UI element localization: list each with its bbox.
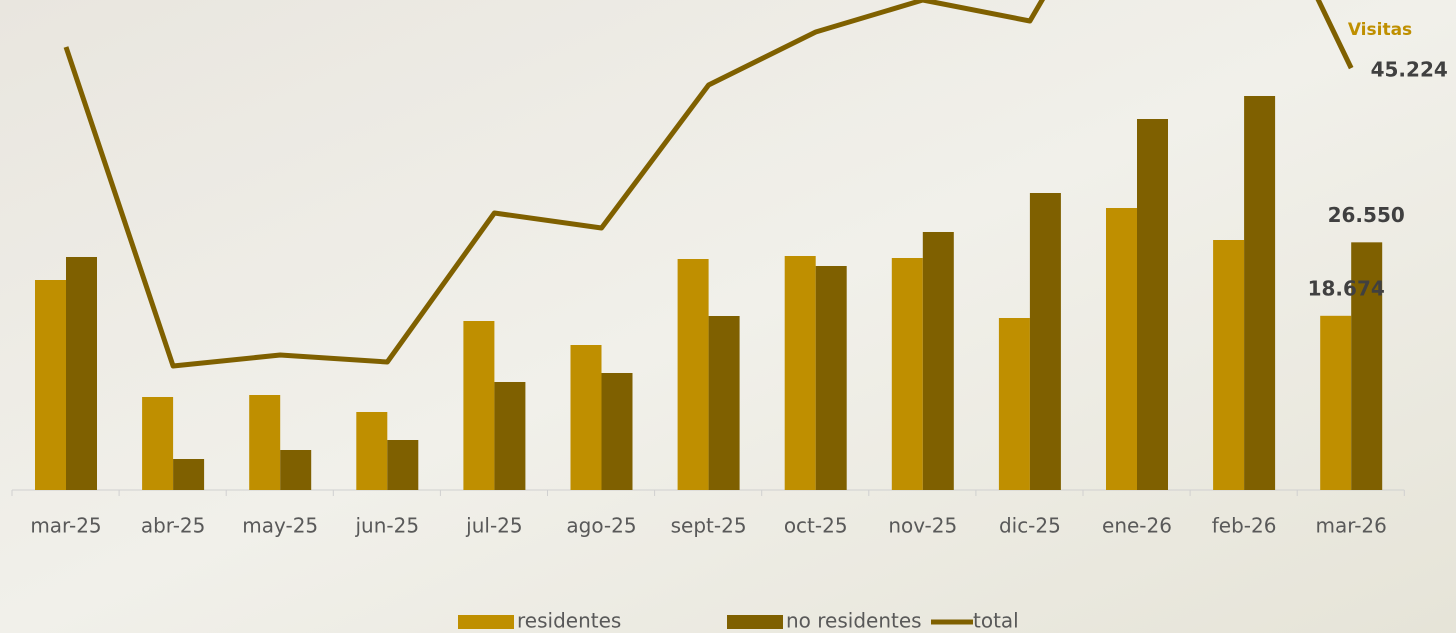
value-label: 26.550 (1328, 203, 1405, 227)
bar (66, 256, 97, 490)
x-tick-label: nov-25 (888, 514, 957, 538)
bar (249, 395, 281, 490)
bar (1137, 119, 1168, 491)
bar (677, 259, 709, 490)
x-tick-label: sept-25 (671, 514, 747, 538)
bar (1029, 193, 1061, 491)
x-tick-label: mar-25 (30, 514, 101, 538)
bar (891, 258, 923, 490)
annotation: Visitas (1348, 20, 1412, 40)
x-tick-label: dic-25 (999, 514, 1061, 538)
legend-swatch (458, 615, 514, 629)
x-tick-label: ago-25 (566, 514, 636, 538)
bar (922, 231, 954, 490)
legend-label: no residentes (786, 609, 922, 633)
x-tick-label: jul-25 (465, 514, 522, 538)
value-label: 45.224 (1371, 58, 1448, 82)
bar (463, 320, 495, 490)
legend-label: residentes (517, 609, 621, 633)
bar (1213, 240, 1245, 490)
value-label: 18.674 (1308, 276, 1385, 300)
bar (173, 459, 205, 490)
bar (601, 373, 633, 490)
bar (815, 265, 847, 490)
bar (1106, 208, 1137, 491)
bar (1244, 95, 1276, 490)
bar (1351, 242, 1383, 490)
bar (708, 315, 740, 490)
bar (784, 255, 816, 490)
bar (387, 440, 419, 490)
line (63, 0, 1354, 369)
x-tick-label: may-25 (242, 514, 318, 538)
x-tick-label: feb-26 (1212, 514, 1277, 538)
bar (142, 396, 174, 490)
bar (356, 411, 388, 490)
bar (35, 280, 66, 490)
x-tick-label: mar-26 (1316, 514, 1387, 538)
legend-label: total (973, 609, 1019, 633)
x-tick-label: jun-25 (355, 514, 420, 538)
bar (280, 450, 312, 490)
plot (35, 0, 1383, 491)
x-tick-label: abr-25 (141, 514, 206, 538)
bar (998, 318, 1030, 490)
bar (570, 345, 602, 490)
bar (1320, 315, 1352, 490)
x-tick-label: oct-25 (784, 514, 848, 538)
bar (494, 381, 526, 490)
x-tick-label: ene-26 (1102, 514, 1172, 538)
legend-swatch (727, 615, 783, 629)
